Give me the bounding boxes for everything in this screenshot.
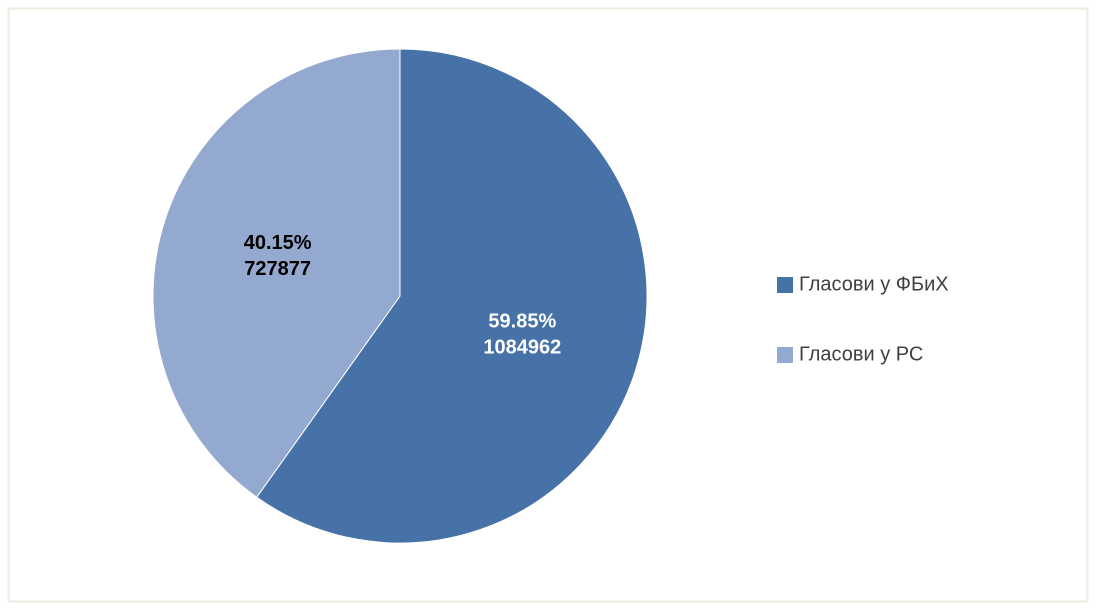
slice-count-label: 1084962 (483, 336, 561, 358)
legend-swatch (777, 347, 793, 363)
slice-percent-label: 40.15% (244, 232, 312, 254)
slice-percent-label: 59.85% (488, 310, 556, 332)
legend-label: Гласови у РС (799, 343, 923, 365)
slice-count-label: 727877 (244, 258, 311, 280)
legend-swatch (777, 277, 793, 293)
pie-slice (256, 48, 648, 544)
pie-slice (152, 48, 401, 498)
legend-label: Гласови у ФБиХ (799, 273, 949, 295)
